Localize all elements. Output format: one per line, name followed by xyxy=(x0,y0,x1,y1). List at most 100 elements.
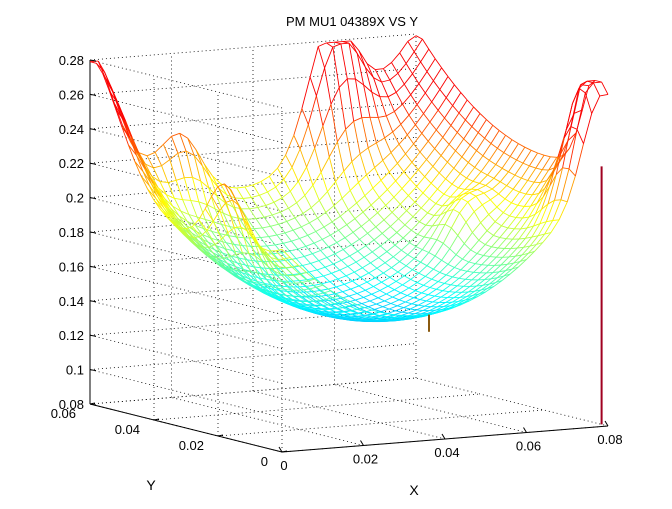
surface-mesh-segment xyxy=(307,167,313,185)
y-tick-label: 0.02 xyxy=(179,438,204,453)
surface-mesh-segment xyxy=(571,88,579,126)
surface-mesh-segment xyxy=(429,189,437,199)
surface-mesh-segment xyxy=(439,162,447,173)
surface-mesh-segment xyxy=(368,227,376,233)
surface-mesh-segment xyxy=(435,296,441,297)
surface-mesh-segment xyxy=(360,154,366,175)
surface-mesh-segment xyxy=(474,265,482,273)
surface-mesh-segment xyxy=(408,41,414,51)
z-tick-mark xyxy=(90,94,96,95)
surface-mesh-segment xyxy=(235,198,243,199)
surface-mesh-segment xyxy=(162,166,168,183)
surface-mesh-segment xyxy=(420,141,428,152)
surface-mesh-segment xyxy=(367,175,373,188)
surface-mesh-segment xyxy=(593,82,601,83)
surface-mesh-segment xyxy=(383,69,389,80)
surface-mesh-segment xyxy=(347,79,353,121)
surface-mesh-segment xyxy=(390,80,396,92)
surface-mesh-segment xyxy=(270,224,278,226)
surface-mesh-segment xyxy=(417,306,425,310)
surface-mesh-segment xyxy=(403,230,411,238)
surface-mesh-segment xyxy=(273,254,279,261)
surface-mesh-segment xyxy=(412,300,420,304)
surface-mesh-segment xyxy=(453,93,461,106)
surface-mesh-segment xyxy=(344,162,352,172)
surface-mesh-segment xyxy=(499,194,505,199)
surface-mesh-segment xyxy=(463,250,471,259)
surface-mesh-segment xyxy=(481,160,489,171)
surface-mesh-segment xyxy=(417,186,423,193)
surface-mesh-segment xyxy=(361,226,367,233)
surface-mesh-segment xyxy=(421,262,427,266)
surface-mesh-segment xyxy=(383,153,391,161)
surface-mesh-segment xyxy=(394,290,400,293)
surface-mesh-segment xyxy=(401,124,408,135)
surface-mesh-segment xyxy=(155,144,163,152)
surface-mesh-segment xyxy=(497,207,503,213)
surface-mesh-segment xyxy=(523,163,529,166)
surface-mesh-segment xyxy=(188,138,196,150)
surface-mesh-segment xyxy=(376,143,382,160)
surface-mesh-segment xyxy=(397,302,405,306)
surface-mesh-segment xyxy=(445,224,451,228)
surface-mesh-segment xyxy=(337,142,343,171)
surface-mesh-segment xyxy=(509,160,517,172)
grid-line-z-left xyxy=(90,370,282,418)
surface-mesh-segment xyxy=(593,83,599,96)
z-tick-mark xyxy=(90,301,96,302)
surface-mesh-segment xyxy=(447,292,455,297)
surface-mesh-segment xyxy=(406,64,412,74)
surface-mesh-segment xyxy=(428,289,436,294)
surface-mesh-segment xyxy=(405,298,413,302)
surface-mesh-segment xyxy=(475,256,483,264)
surface-mesh-segment xyxy=(350,251,358,256)
surface-mesh-segment xyxy=(466,212,474,223)
surface-mesh-segment xyxy=(465,279,471,280)
surface-mesh-segment xyxy=(438,282,444,284)
surface-mesh-segment xyxy=(306,246,313,253)
surface-mesh-segment xyxy=(176,178,184,181)
surface-mesh-segment xyxy=(417,177,425,187)
surface-mesh-segment xyxy=(407,291,415,296)
surface-mesh-segment xyxy=(311,263,317,270)
surface-mesh-segment xyxy=(368,148,374,168)
surface-mesh-segment xyxy=(429,199,435,204)
surface-mesh-segment xyxy=(433,68,441,81)
surface-mesh-segment xyxy=(283,241,291,243)
surface-mesh-segment xyxy=(421,62,427,72)
surface-mesh-segment xyxy=(402,189,408,196)
surface-mesh-segment xyxy=(378,205,386,213)
surface-mesh-segment xyxy=(176,180,182,199)
surface-mesh-segment xyxy=(526,182,534,194)
surface-mesh-segment xyxy=(385,138,391,153)
y-tick-label: 0 xyxy=(261,454,268,469)
surface-mesh-segment xyxy=(364,252,372,257)
surface-mesh-segment xyxy=(492,247,498,248)
surface-mesh-segment xyxy=(327,254,335,258)
surface-mesh-segment xyxy=(238,270,244,271)
surface-mesh-segment xyxy=(468,151,476,163)
surface-mesh-segment xyxy=(384,220,390,227)
surface-mesh-segment xyxy=(507,175,515,186)
surface-mesh-segment xyxy=(469,254,477,262)
surface-mesh-segment xyxy=(269,235,277,237)
surface-mesh-segment xyxy=(512,140,518,144)
surface-mesh-segment xyxy=(359,286,365,290)
surface-mesh-segment xyxy=(411,230,417,234)
surface-mesh-segment xyxy=(425,177,431,184)
surface-mesh-segment xyxy=(369,268,377,273)
surface-mesh-segment xyxy=(408,310,416,313)
surface-mesh-segment xyxy=(503,213,509,216)
surface-mesh-segment xyxy=(408,196,414,203)
surface-mesh-segment xyxy=(313,185,319,200)
surface-mesh-segment xyxy=(369,213,377,220)
surface-mesh-segment xyxy=(420,300,426,301)
surface-mesh-segment xyxy=(472,114,480,127)
surface-mesh-segment xyxy=(392,53,400,63)
surface-mesh-segment xyxy=(401,243,409,250)
surface-mesh-segment xyxy=(429,240,437,253)
surface-mesh-segment xyxy=(500,182,506,186)
surface-mesh-segment xyxy=(290,249,298,251)
surface-mesh-segment xyxy=(333,44,341,47)
surface-mesh-segment xyxy=(502,157,510,169)
